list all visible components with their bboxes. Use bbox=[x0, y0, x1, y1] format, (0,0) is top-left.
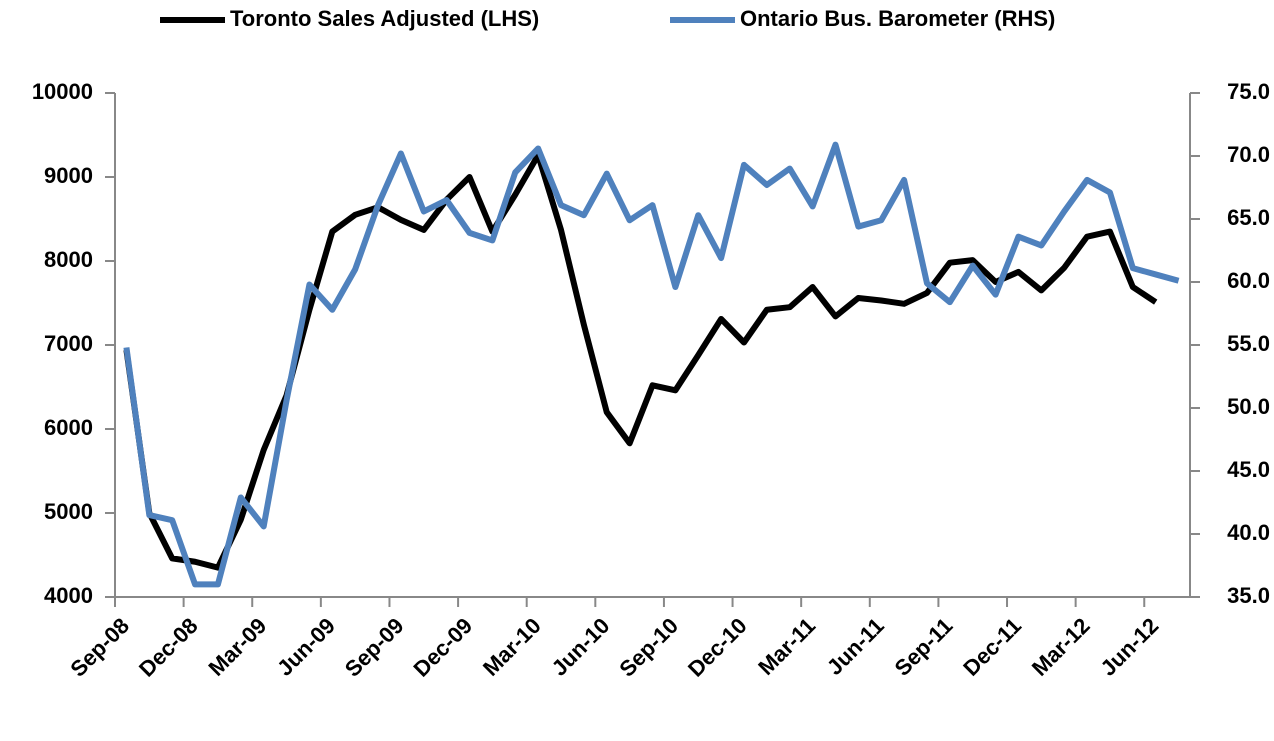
y2-tick-label: 50.0 bbox=[1227, 394, 1270, 419]
x-tick-label: Sep-09 bbox=[340, 613, 409, 682]
x-tick-label: Mar-11 bbox=[753, 613, 820, 680]
y2-tick-label: 75.0 bbox=[1227, 79, 1270, 104]
y2-tick-label: 45.0 bbox=[1227, 457, 1270, 482]
x-tick-label: Mar-10 bbox=[478, 613, 546, 681]
y2-tick-label: 55.0 bbox=[1227, 331, 1270, 356]
y-tick-label: 7000 bbox=[44, 331, 93, 356]
x-tick-label: Dec-11 bbox=[958, 613, 1026, 681]
x-tick-label: Sep-08 bbox=[65, 613, 134, 682]
x-tick-label: Jun-10 bbox=[547, 613, 615, 681]
x-tick-label: Dec-10 bbox=[683, 613, 752, 682]
y-tick-label: 9000 bbox=[44, 163, 93, 188]
x-tick-label: Mar-12 bbox=[1027, 613, 1095, 681]
legend-label: Toronto Sales Adjusted (LHS) bbox=[230, 6, 539, 31]
series-line bbox=[123, 152, 1158, 571]
y2-tick-label: 40.0 bbox=[1227, 520, 1270, 545]
x-tick-label: Jun-12 bbox=[1096, 613, 1164, 681]
y-tick-label: 8000 bbox=[44, 247, 93, 272]
y2-tick-label: 35.0 bbox=[1227, 583, 1270, 608]
y2-tick-label: 60.0 bbox=[1227, 268, 1270, 293]
series-line bbox=[123, 141, 1180, 588]
x-tick-label: Sep-11 bbox=[890, 613, 958, 681]
x-tick-label: Dec-09 bbox=[408, 613, 477, 682]
legend-label: Ontario Bus. Barometer (RHS) bbox=[740, 6, 1055, 31]
y2-tick-label: 70.0 bbox=[1227, 142, 1270, 167]
y-tick-label: 6000 bbox=[44, 415, 93, 440]
x-tick-label: Dec-08 bbox=[134, 613, 203, 682]
y2-tick-label: 65.0 bbox=[1227, 205, 1270, 230]
x-tick-label: Mar-09 bbox=[203, 613, 271, 681]
y-tick-label: 5000 bbox=[44, 499, 93, 524]
x-tick-label: Jun-09 bbox=[272, 613, 340, 681]
x-tick-label: Jun-11 bbox=[822, 613, 889, 680]
x-tick-label: Sep-10 bbox=[614, 613, 683, 682]
y-tick-label: 4000 bbox=[44, 583, 93, 608]
y-tick-label: 10000 bbox=[32, 79, 93, 104]
